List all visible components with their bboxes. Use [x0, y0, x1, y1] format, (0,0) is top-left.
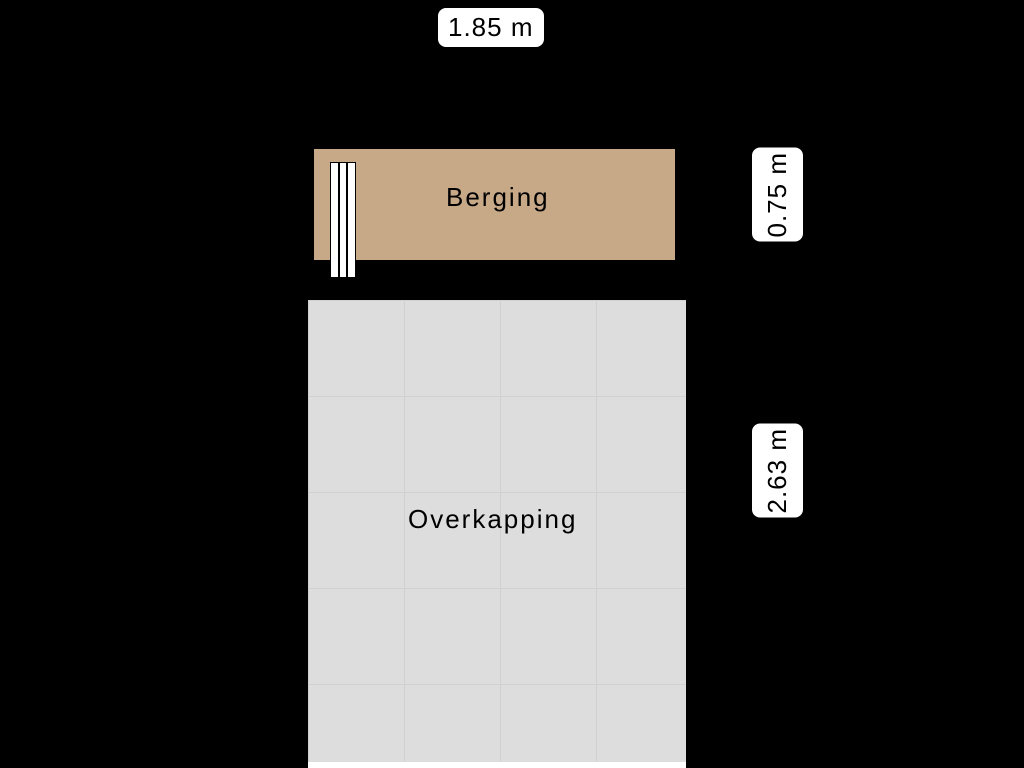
door-icon	[330, 162, 356, 278]
door-slat	[330, 162, 339, 278]
overkapping-bottom-edge	[308, 762, 686, 768]
dimension-right-1: 0.75 m	[752, 148, 803, 242]
room-label-overkapping: Overkapping	[408, 504, 577, 535]
door-slat	[347, 162, 356, 278]
room-label-berging: Berging	[446, 182, 550, 213]
dimension-top: 1.85 m	[438, 8, 544, 47]
floorplan-stage: 1.85 m 0.75 m 2.63 m Berging Overkapping	[0, 0, 1024, 768]
door-slat	[339, 162, 348, 278]
dimension-right-2: 2.63 m	[752, 424, 803, 518]
